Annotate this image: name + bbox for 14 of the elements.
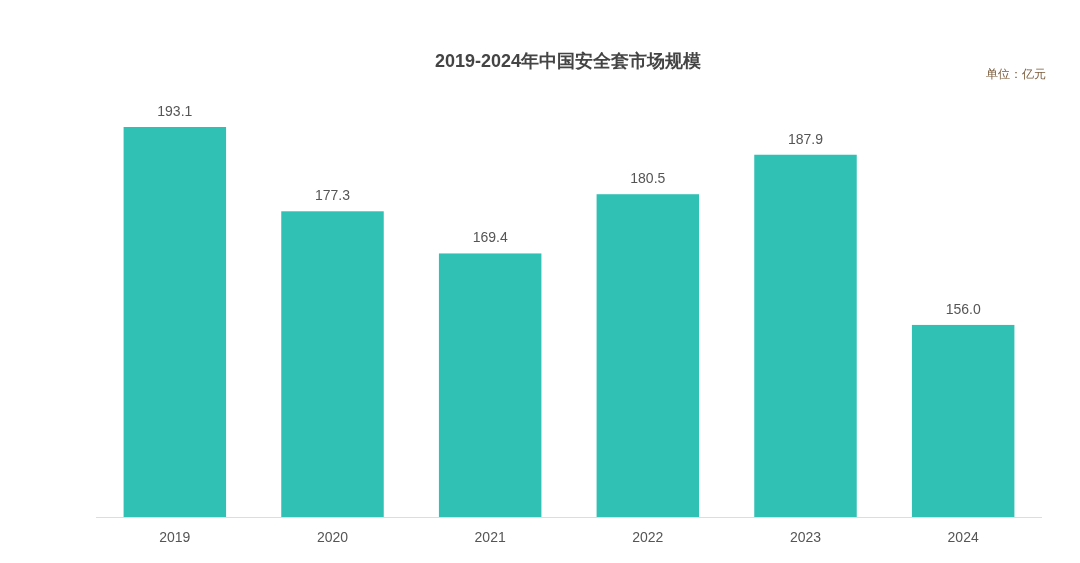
data-label: 169.4: [472, 229, 508, 246]
x-tick-label: 2022: [632, 529, 664, 545]
chart-title: 2019-2024年中国安全套市场规模: [434, 51, 702, 71]
data-label: 180.5: [630, 170, 666, 187]
data-label: 156.0: [945, 300, 981, 317]
text: 单位：亿元: [986, 67, 1046, 81]
data-label: 187.9: [787, 130, 824, 147]
x-tick-label: 2023: [789, 529, 822, 545]
data-label: 193.1: [157, 103, 193, 119]
x-tick-label: 2019: [159, 529, 191, 545]
x-tick-label: 2020: [316, 529, 349, 545]
data-label: 177.3: [314, 187, 351, 204]
x-tick-label: 2024: [947, 529, 979, 545]
x-tick-label: 2021: [474, 529, 506, 545]
